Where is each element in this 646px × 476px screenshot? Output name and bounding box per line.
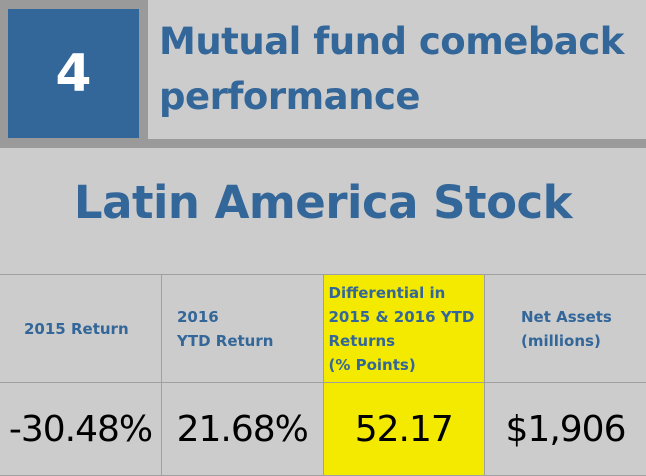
header-line: 2015 & 2016 YTD <box>329 305 485 329</box>
header-line: 2015 Return <box>24 317 161 341</box>
page-title: Mutual fund comeback performance <box>159 14 624 124</box>
title-line-1: Mutual fund comeback <box>159 14 624 69</box>
header-line: 2016 <box>177 305 323 329</box>
header-2016-ytd-return: 2016 YTD Return <box>162 275 324 383</box>
rank-number-badge: 4 <box>8 9 139 138</box>
header-net-assets: Net Assets (millions) <box>485 275 646 383</box>
header-line: Differential in <box>329 281 485 305</box>
header-line: YTD Return <box>177 329 323 353</box>
header-divider <box>0 139 646 148</box>
table-header-row: 2015 Return 2016 YTD Return Differential… <box>0 275 646 383</box>
fund-category-title: Latin America Stock <box>0 176 646 229</box>
performance-table: 2015 Return 2016 YTD Return Differential… <box>0 274 646 476</box>
header-2015-return: 2015 Return <box>0 275 162 383</box>
header-line: (millions) <box>521 329 646 353</box>
title-line-2: performance <box>159 69 624 124</box>
header-differential: Differential in 2015 & 2016 YTD Returns … <box>323 275 485 383</box>
header-line: Net Assets <box>521 305 646 329</box>
value-net-assets: $1,906 <box>485 383 646 476</box>
header-line: (% Points) <box>329 353 485 377</box>
table-row: -30.48% 21.68% 52.17 $1,906 <box>0 383 646 476</box>
header-line: Returns <box>329 329 485 353</box>
value-2015-return: -30.48% <box>0 383 162 476</box>
value-differential: 52.17 <box>323 383 485 476</box>
value-2016-ytd-return: 21.68% <box>162 383 324 476</box>
